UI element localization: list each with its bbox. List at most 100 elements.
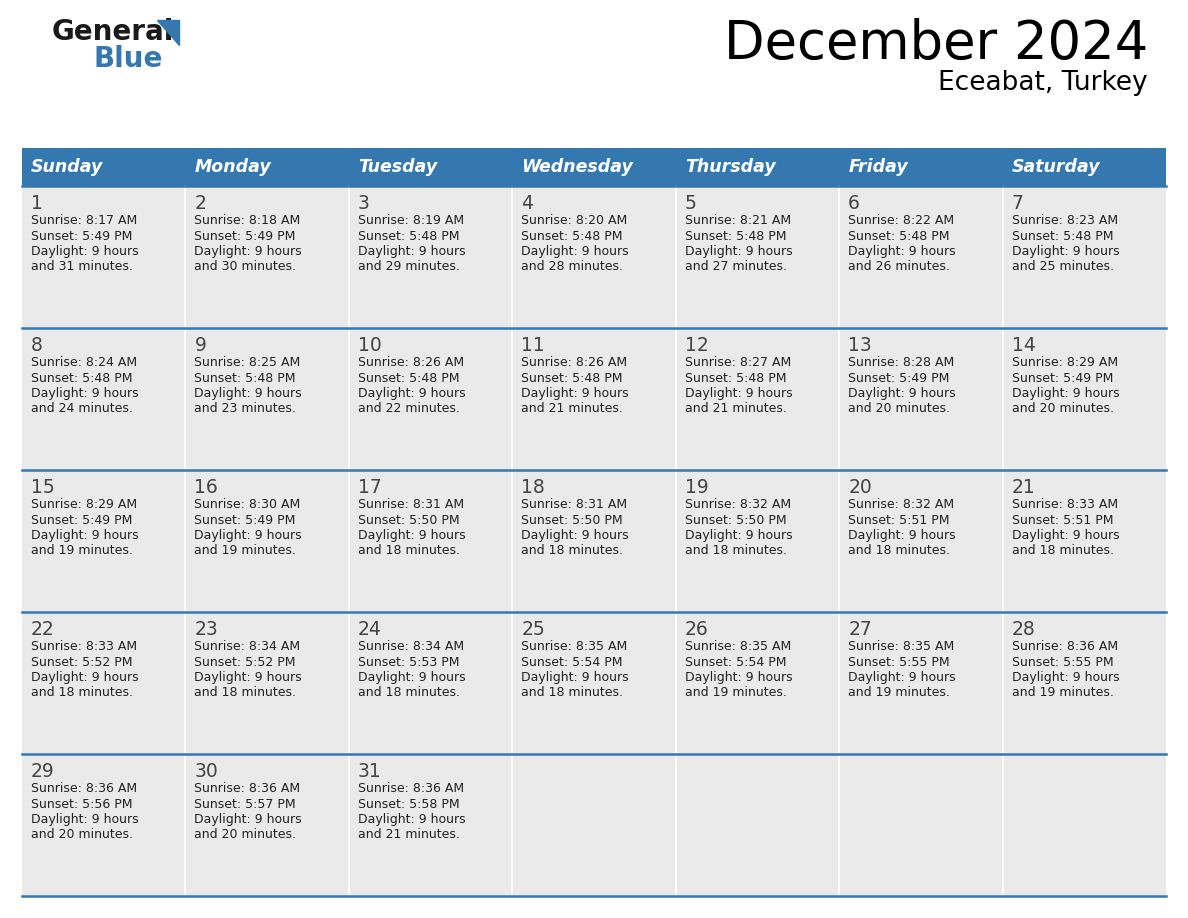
Text: Sunrise: 8:36 AM: Sunrise: 8:36 AM: [31, 782, 137, 795]
Text: and 18 minutes.: and 18 minutes.: [358, 687, 460, 700]
Text: Daylight: 9 hours: Daylight: 9 hours: [195, 529, 302, 542]
Text: 5: 5: [684, 194, 696, 213]
Bar: [349, 328, 512, 470]
Text: and 21 minutes.: and 21 minutes.: [358, 829, 460, 842]
Text: and 21 minutes.: and 21 minutes.: [684, 402, 786, 416]
Text: Daylight: 9 hours: Daylight: 9 hours: [31, 671, 139, 684]
Text: and 18 minutes.: and 18 minutes.: [684, 544, 786, 557]
Text: 28: 28: [1011, 620, 1035, 639]
Text: Sunrise: 8:19 AM: Sunrise: 8:19 AM: [358, 214, 465, 227]
Text: Wednesday: Wednesday: [522, 158, 633, 176]
Text: Sunset: 5:48 PM: Sunset: 5:48 PM: [522, 230, 623, 242]
Text: and 18 minutes.: and 18 minutes.: [522, 544, 624, 557]
Text: Sunrise: 8:33 AM: Sunrise: 8:33 AM: [31, 640, 137, 653]
Bar: [1003, 328, 1165, 470]
Bar: [1003, 186, 1165, 328]
Text: Daylight: 9 hours: Daylight: 9 hours: [31, 387, 139, 400]
Text: Sunset: 5:48 PM: Sunset: 5:48 PM: [195, 372, 296, 385]
Text: and 20 minutes.: and 20 minutes.: [31, 829, 133, 842]
Text: Daylight: 9 hours: Daylight: 9 hours: [1011, 529, 1119, 542]
Text: Sunset: 5:48 PM: Sunset: 5:48 PM: [358, 372, 460, 385]
Bar: [349, 754, 512, 896]
Text: Sunrise: 8:34 AM: Sunrise: 8:34 AM: [195, 640, 301, 653]
Text: Daylight: 9 hours: Daylight: 9 hours: [522, 671, 628, 684]
Text: 3: 3: [358, 194, 369, 213]
Text: and 20 minutes.: and 20 minutes.: [848, 402, 950, 416]
Text: 30: 30: [195, 762, 219, 781]
Text: 26: 26: [684, 620, 708, 639]
Text: 13: 13: [848, 336, 872, 355]
Bar: [23, 612, 185, 754]
Text: Saturday: Saturday: [1011, 158, 1100, 176]
Text: Daylight: 9 hours: Daylight: 9 hours: [684, 529, 792, 542]
Text: 19: 19: [684, 478, 708, 497]
Text: 23: 23: [195, 620, 219, 639]
Text: and 19 minutes.: and 19 minutes.: [31, 544, 133, 557]
Text: 22: 22: [31, 620, 55, 639]
Text: Sunrise: 8:28 AM: Sunrise: 8:28 AM: [848, 356, 954, 369]
Text: Sunset: 5:58 PM: Sunset: 5:58 PM: [358, 798, 460, 811]
Text: Blue: Blue: [94, 45, 164, 73]
Bar: [349, 612, 512, 754]
Text: Sunrise: 8:36 AM: Sunrise: 8:36 AM: [1011, 640, 1118, 653]
Bar: [839, 148, 1003, 186]
Text: 27: 27: [848, 620, 872, 639]
Bar: [185, 470, 349, 612]
Text: and 29 minutes.: and 29 minutes.: [358, 261, 460, 274]
Bar: [676, 148, 839, 186]
Bar: [676, 612, 839, 754]
Text: and 19 minutes.: and 19 minutes.: [1011, 687, 1113, 700]
Text: Daylight: 9 hours: Daylight: 9 hours: [848, 245, 956, 258]
Text: Sunset: 5:50 PM: Sunset: 5:50 PM: [522, 513, 623, 527]
Bar: [185, 148, 349, 186]
Bar: [839, 328, 1003, 470]
Text: and 19 minutes.: and 19 minutes.: [684, 687, 786, 700]
Text: Sunrise: 8:35 AM: Sunrise: 8:35 AM: [684, 640, 791, 653]
Bar: [676, 470, 839, 612]
Text: Sunset: 5:54 PM: Sunset: 5:54 PM: [522, 655, 623, 668]
Bar: [512, 754, 676, 896]
Text: Sunrise: 8:31 AM: Sunrise: 8:31 AM: [522, 498, 627, 511]
Bar: [23, 148, 185, 186]
Text: Sunset: 5:48 PM: Sunset: 5:48 PM: [1011, 230, 1113, 242]
Text: 2: 2: [195, 194, 207, 213]
Text: Sunset: 5:55 PM: Sunset: 5:55 PM: [848, 655, 949, 668]
Text: Tuesday: Tuesday: [358, 158, 437, 176]
Bar: [512, 328, 676, 470]
Text: Sunset: 5:48 PM: Sunset: 5:48 PM: [522, 372, 623, 385]
Text: December 2024: December 2024: [723, 18, 1148, 70]
Bar: [349, 470, 512, 612]
Text: Sunset: 5:57 PM: Sunset: 5:57 PM: [195, 798, 296, 811]
Text: and 30 minutes.: and 30 minutes.: [195, 261, 297, 274]
Text: Daylight: 9 hours: Daylight: 9 hours: [684, 671, 792, 684]
Text: Sunrise: 8:36 AM: Sunrise: 8:36 AM: [195, 782, 301, 795]
Text: Daylight: 9 hours: Daylight: 9 hours: [848, 529, 956, 542]
Text: Sunday: Sunday: [31, 158, 103, 176]
Bar: [512, 470, 676, 612]
Text: Sunset: 5:48 PM: Sunset: 5:48 PM: [358, 230, 460, 242]
Text: Sunset: 5:49 PM: Sunset: 5:49 PM: [31, 513, 132, 527]
Text: Sunset: 5:48 PM: Sunset: 5:48 PM: [848, 230, 949, 242]
Text: Sunrise: 8:35 AM: Sunrise: 8:35 AM: [848, 640, 954, 653]
Text: Sunrise: 8:32 AM: Sunrise: 8:32 AM: [684, 498, 791, 511]
Text: Sunset: 5:49 PM: Sunset: 5:49 PM: [848, 372, 949, 385]
Bar: [1003, 148, 1165, 186]
Text: Sunrise: 8:17 AM: Sunrise: 8:17 AM: [31, 214, 138, 227]
Text: Monday: Monday: [195, 158, 271, 176]
Text: 6: 6: [848, 194, 860, 213]
Text: Daylight: 9 hours: Daylight: 9 hours: [358, 529, 466, 542]
Bar: [512, 612, 676, 754]
Bar: [839, 612, 1003, 754]
Text: Sunrise: 8:20 AM: Sunrise: 8:20 AM: [522, 214, 627, 227]
Text: Sunrise: 8:26 AM: Sunrise: 8:26 AM: [522, 356, 627, 369]
Text: Sunrise: 8:22 AM: Sunrise: 8:22 AM: [848, 214, 954, 227]
Bar: [23, 328, 185, 470]
Text: and 31 minutes.: and 31 minutes.: [31, 261, 133, 274]
Text: Sunrise: 8:29 AM: Sunrise: 8:29 AM: [1011, 356, 1118, 369]
Text: Sunrise: 8:30 AM: Sunrise: 8:30 AM: [195, 498, 301, 511]
Text: and 27 minutes.: and 27 minutes.: [684, 261, 786, 274]
Text: Sunrise: 8:33 AM: Sunrise: 8:33 AM: [1011, 498, 1118, 511]
Text: 7: 7: [1011, 194, 1023, 213]
Text: and 19 minutes.: and 19 minutes.: [195, 544, 296, 557]
Bar: [185, 754, 349, 896]
